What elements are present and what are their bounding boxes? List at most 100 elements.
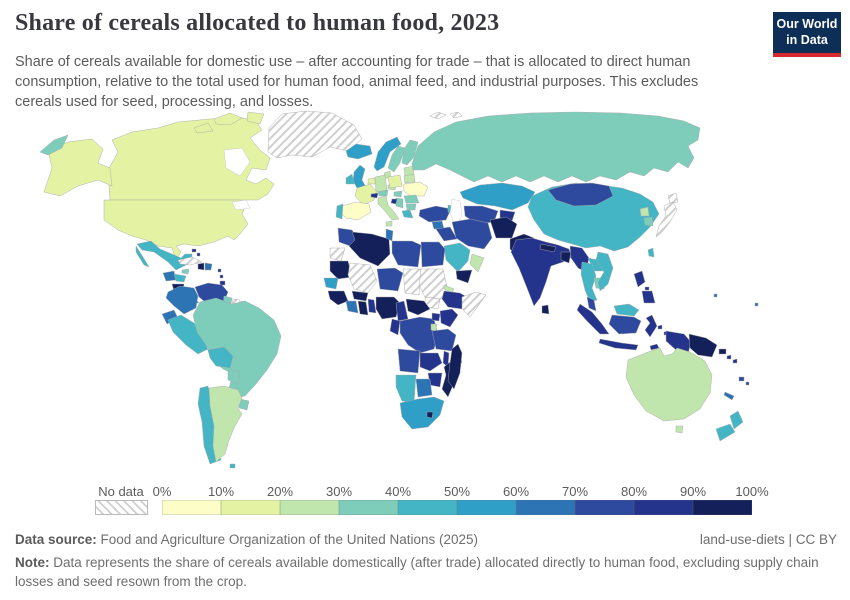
country-bolivia[interactable] — [207, 346, 234, 369]
country-new-zealand[interactable] — [715, 410, 744, 442]
country-egypt[interactable] — [420, 241, 446, 268]
country-cuba[interactable] — [177, 256, 203, 266]
country-switzerland[interactable] — [370, 192, 379, 199]
country-guinea[interactable] — [327, 290, 349, 306]
country-jamaica[interactable] — [181, 268, 190, 275]
country-iran[interactable] — [451, 218, 493, 250]
country-lesotho[interactable] — [426, 411, 434, 419]
country-greece[interactable] — [401, 209, 414, 219]
legend-bin-90[interactable] — [693, 500, 752, 515]
country-nigeria[interactable] — [375, 296, 401, 320]
country-central-african-republic[interactable] — [405, 298, 431, 316]
country-timor[interactable] — [649, 343, 660, 351]
country-canada[interactable] — [107, 116, 275, 201]
country-tasmania[interactable] — [675, 425, 684, 434]
country-kenya[interactable] — [439, 308, 459, 328]
country-burkina-faso[interactable] — [351, 290, 369, 302]
legend-bin-40[interactable] — [398, 500, 457, 515]
country-benelux[interactable] — [367, 177, 376, 185]
country-finland[interactable] — [401, 139, 419, 166]
country-brazil[interactable] — [192, 297, 282, 399]
country-mongolia[interactable] — [547, 182, 614, 207]
country-solomon-islands[interactable] — [726, 354, 738, 364]
country-mauritania[interactable] — [329, 260, 353, 280]
country-poland[interactable] — [387, 174, 403, 189]
country-cote-divoire[interactable] — [345, 300, 359, 314]
country-romania[interactable] — [403, 194, 420, 204]
country-senegal[interactable] — [323, 277, 339, 290]
country-bangladesh[interactable] — [560, 251, 572, 264]
legend-bin-10[interactable] — [221, 500, 280, 515]
country-turkey[interactable] — [418, 205, 452, 223]
country-iraq[interactable] — [435, 226, 458, 242]
no-data-swatch[interactable] — [95, 500, 148, 515]
country-france[interactable] — [354, 183, 378, 206]
owid-logo[interactable]: Our World in Data — [773, 12, 841, 58]
country-micronesia[interactable] — [713, 293, 759, 307]
country-western-sahara[interactable] — [329, 247, 346, 262]
country-dominican-republic[interactable] — [204, 262, 213, 271]
country-ukraine[interactable] — [402, 181, 429, 197]
country-cameroon[interactable] — [395, 300, 409, 322]
country-italy[interactable] — [377, 195, 400, 227]
country-algeria[interactable] — [348, 231, 391, 267]
country-oman[interactable] — [469, 253, 485, 273]
country-niger[interactable] — [376, 267, 404, 292]
country-syria[interactable] — [431, 220, 445, 230]
country-tanzania[interactable] — [431, 328, 457, 352]
country-hungary[interactable] — [393, 190, 403, 198]
country-philippines[interactable] — [633, 270, 656, 304]
country-borneo-malaysia[interactable] — [613, 303, 640, 317]
country-papua-new-guinea[interactable] — [688, 333, 727, 358]
data-source-text[interactable]: Food and Agriculture Organization of the… — [100, 532, 479, 547]
country-japan[interactable] — [655, 192, 679, 238]
country-sri-lanka[interactable] — [541, 304, 550, 315]
country-saudi-arabia[interactable] — [443, 242, 471, 273]
country-united-kingdom[interactable] — [352, 164, 367, 189]
country-taiwan[interactable] — [647, 247, 655, 258]
country-svalbard[interactable] — [429, 111, 463, 120]
country-madagascar[interactable] — [447, 343, 463, 390]
country-ireland[interactable] — [345, 173, 355, 185]
country-portugal[interactable] — [335, 203, 344, 220]
country-australia[interactable] — [625, 347, 713, 422]
country-sudan[interactable] — [418, 268, 448, 300]
country-new-caledonia[interactable] — [723, 391, 735, 401]
country-russia[interactable] — [411, 111, 701, 183]
country-chad[interactable] — [402, 268, 422, 296]
country-haiti[interactable] — [197, 262, 205, 271]
country-belarus[interactable] — [403, 173, 416, 184]
legend-bin-80[interactable] — [634, 500, 693, 515]
country-bulgaria[interactable] — [405, 203, 417, 211]
country-democratic-republic-of-congo[interactable] — [399, 316, 439, 354]
country-south-korea[interactable] — [643, 216, 654, 227]
country-colombia[interactable] — [165, 285, 199, 315]
country-norway[interactable] — [373, 136, 402, 172]
country-trinidad-and-tobago[interactable] — [219, 280, 226, 286]
country-yemen[interactable] — [455, 269, 473, 284]
legend-bin-0[interactable] — [162, 500, 221, 515]
legend-bin-20[interactable] — [280, 500, 339, 515]
legend-bin-30[interactable] — [339, 500, 398, 515]
legend-bin-60[interactable] — [516, 500, 575, 515]
country-bahamas[interactable] — [191, 248, 201, 257]
country-togo-benin[interactable] — [367, 298, 377, 314]
country-vietnam[interactable] — [595, 251, 614, 292]
country-south-africa[interactable] — [399, 396, 445, 430]
country-sumatra[interactable] — [576, 303, 610, 335]
country-uganda[interactable] — [431, 312, 441, 322]
legend-bin-50[interactable] — [457, 500, 516, 515]
country-guatemala[interactable] — [162, 270, 177, 282]
attribution[interactable]: land-use-diets | CC BY — [699, 532, 837, 547]
country-falkland-islands[interactable] — [229, 463, 236, 469]
country-argentina[interactable] — [208, 385, 243, 463]
country-lesser-antilles[interactable] — [217, 268, 224, 279]
country-germany[interactable] — [374, 174, 388, 193]
country-bosnia[interactable] — [390, 198, 398, 205]
country-spain[interactable] — [339, 201, 372, 221]
country-thailand[interactable] — [580, 261, 598, 303]
country-afghanistan[interactable] — [489, 216, 518, 239]
country-ghana[interactable] — [357, 300, 369, 316]
country-india[interactable] — [510, 237, 573, 307]
country-chukotka[interactable] — [39, 134, 69, 156]
